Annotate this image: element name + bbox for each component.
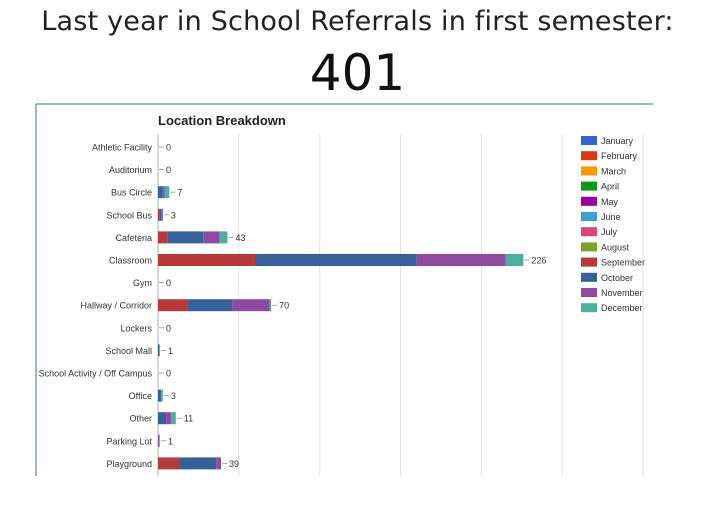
data-label: 3 [171, 210, 176, 220]
category-labels: Athletic Facility Auditorium Bus Circle Sch… [39, 143, 153, 469]
bar-segment-october [167, 231, 204, 244]
data-label: 3 [171, 391, 176, 401]
bar-segment-september [158, 457, 180, 470]
data-label: 43 [236, 233, 246, 243]
bar-segment-november [216, 457, 222, 470]
legend-swatch [581, 272, 597, 282]
category-label: Office [129, 391, 152, 401]
legend-swatch [581, 166, 597, 176]
data-label: 226 [531, 256, 546, 266]
legend-label: December [601, 303, 643, 313]
data-label: 1 [168, 346, 173, 356]
bar-segment-december [505, 254, 524, 266]
legend-label: August [601, 242, 630, 252]
legend-swatch [581, 181, 597, 191]
legend-label: February [601, 151, 638, 161]
legend-swatch [581, 288, 597, 297]
referral-total: 401 [309, 44, 406, 102]
category-label: Gym [133, 278, 152, 288]
data-label: 0 [166, 323, 171, 333]
legend-label: March [601, 166, 626, 176]
legend-swatch [581, 136, 597, 145]
legend: January February March April May June July Augu… [581, 136, 645, 313]
chart-title: Location Breakdown [158, 113, 286, 128]
data-label: 39 [229, 459, 239, 469]
data-label: 0 [166, 165, 171, 175]
data-label: 7 [177, 188, 182, 198]
data-label: 0 [166, 369, 171, 379]
bar-segment-november [232, 299, 270, 312]
legend-label: May [601, 197, 619, 207]
legend-label: July [601, 227, 618, 237]
legend-label: October [601, 273, 633, 283]
category-label: Auditorium [109, 165, 152, 175]
category-label: Cafeteria [115, 233, 152, 243]
data-label: 11 [184, 414, 193, 424]
bar-segment-december [164, 186, 170, 199]
bar-segment-november [158, 434, 160, 447]
slide-title: Last year in School Referrals in first s… [41, 6, 674, 37]
bar-segment-november [416, 254, 506, 266]
chart-panel [36, 104, 656, 476]
category-label: Lockers [120, 323, 152, 333]
bar-segment-december [170, 412, 176, 425]
category-label: Classroom [109, 256, 152, 266]
bar-segment-september [158, 208, 160, 221]
bar-segment-december [269, 299, 272, 312]
legend-label: April [601, 182, 619, 192]
data-label: 70 [279, 301, 289, 311]
category-label: Bus Circle [111, 188, 152, 198]
bar-segment-december [219, 231, 228, 244]
bar-segment-october [158, 389, 162, 402]
legend-swatch [581, 212, 597, 221]
bar-segment-november [162, 186, 165, 199]
bar-segment-october [179, 457, 217, 470]
legend-swatch [581, 242, 597, 252]
category-label: School Activity / Off Campus [39, 369, 153, 379]
legend-label: June [601, 212, 621, 222]
category-label: Athletic Facility [92, 143, 153, 153]
legend-swatch [581, 196, 597, 206]
bar-segment-october [158, 186, 163, 199]
bar-segment-november [203, 231, 220, 244]
category-label: School Bus [106, 210, 152, 220]
legend-swatch [581, 303, 597, 313]
data-label: 1 [168, 436, 173, 446]
legend-label: January [601, 136, 634, 146]
legend-label: September [601, 258, 645, 268]
bar-segment-october [255, 254, 417, 266]
bar-segment-september [158, 231, 168, 244]
legend-swatch [581, 227, 597, 237]
legend-swatch [581, 151, 597, 161]
bar-segment-november [166, 412, 171, 425]
legend-swatch [581, 257, 597, 267]
category-label: Playground [106, 459, 152, 469]
category-label: Other [129, 414, 152, 424]
bar-segment-october [159, 208, 162, 221]
legend-label: November [601, 288, 643, 298]
data-label: 0 [166, 278, 171, 288]
bar-segment-october [158, 412, 167, 425]
category-label: School Mall [105, 346, 152, 356]
bar-segment-september [158, 254, 255, 266]
bar-segment-november [161, 208, 163, 221]
bar-segment-september [158, 299, 188, 312]
bar-segment-december [161, 389, 163, 402]
bar-segment-october [187, 299, 233, 312]
category-label: Parking Lot [106, 436, 152, 446]
data-label: 0 [166, 143, 171, 153]
bar-segment-october [158, 344, 160, 357]
category-label: Hallway / Corridor [80, 301, 152, 311]
